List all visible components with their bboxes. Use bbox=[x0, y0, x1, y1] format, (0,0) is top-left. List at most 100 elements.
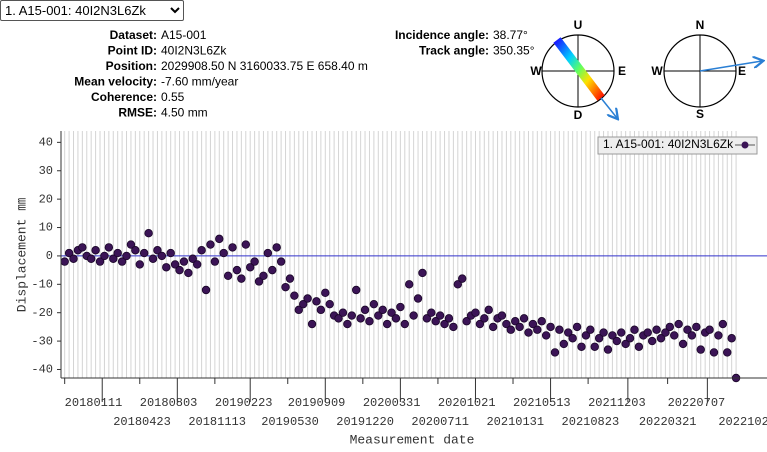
data-point bbox=[427, 308, 436, 317]
compass-label: U bbox=[574, 18, 583, 32]
compass-label: E bbox=[618, 64, 626, 78]
data-point bbox=[170, 260, 180, 269]
point-selector[interactable]: 1. A15-001: 40I2N3L6Zk bbox=[0, 0, 184, 21]
data-point bbox=[502, 319, 511, 329]
data-point bbox=[431, 317, 440, 326]
data-point bbox=[449, 322, 458, 332]
y-tick-label: -10 bbox=[31, 277, 53, 291]
data-point bbox=[647, 336, 657, 346]
y-tick-label: -30 bbox=[31, 334, 53, 348]
data-point bbox=[206, 240, 215, 249]
x-tick-label: 20180803 bbox=[140, 396, 198, 410]
data-point bbox=[356, 314, 365, 323]
data-point bbox=[581, 331, 591, 340]
data-point bbox=[179, 257, 189, 266]
info-value: 40I2N3L6Zk bbox=[161, 44, 227, 58]
data-point bbox=[338, 308, 348, 317]
los-gradient bbox=[553, 37, 605, 101]
data-point bbox=[599, 328, 608, 337]
compass-label: D bbox=[574, 108, 583, 122]
data-point bbox=[378, 305, 387, 315]
data-point bbox=[276, 257, 286, 266]
data-point bbox=[78, 243, 87, 252]
data-point bbox=[541, 331, 551, 340]
data-point bbox=[674, 319, 683, 329]
data-point bbox=[396, 302, 405, 312]
x-tick-label: 20200331 bbox=[363, 396, 421, 410]
y-tick-label: 0 bbox=[46, 249, 53, 263]
x-tick-label: 20210823 bbox=[562, 415, 620, 429]
data-point bbox=[634, 342, 644, 351]
angle-value: 350.35° bbox=[493, 44, 535, 58]
data-point bbox=[157, 251, 167, 261]
angle-label: Incidence angle: bbox=[395, 28, 489, 42]
data-point bbox=[506, 325, 516, 334]
data-point bbox=[603, 345, 613, 354]
data-point bbox=[435, 311, 445, 320]
compass-label: S bbox=[696, 107, 704, 121]
data-point bbox=[617, 328, 626, 337]
data-point bbox=[352, 285, 361, 295]
data-point bbox=[480, 314, 489, 323]
data-point bbox=[148, 254, 158, 263]
data-point bbox=[709, 348, 719, 357]
data-point bbox=[113, 248, 122, 258]
data-point bbox=[524, 328, 533, 337]
data-point bbox=[232, 265, 242, 275]
data-point bbox=[612, 336, 622, 346]
data-point bbox=[387, 308, 396, 317]
los-arrow bbox=[600, 97, 617, 118]
x-tick-label: 20180111 bbox=[65, 396, 123, 410]
data-point bbox=[294, 305, 303, 315]
data-point bbox=[95, 257, 105, 266]
data-point bbox=[511, 317, 520, 326]
data-point bbox=[303, 294, 312, 303]
data-point bbox=[100, 251, 109, 261]
data-point bbox=[343, 319, 352, 329]
data-point bbox=[290, 291, 299, 300]
x-tick-label: 20190223 bbox=[215, 396, 273, 410]
data-point bbox=[400, 319, 409, 329]
data-point bbox=[316, 305, 326, 315]
data-point bbox=[325, 299, 334, 309]
data-point bbox=[621, 339, 630, 349]
data-point bbox=[69, 254, 78, 263]
data-point bbox=[91, 246, 100, 255]
data-point bbox=[519, 314, 529, 323]
data-point bbox=[577, 342, 586, 351]
data-point bbox=[250, 257, 259, 266]
data-point bbox=[670, 331, 679, 340]
data-point bbox=[723, 348, 732, 357]
data-point bbox=[692, 322, 701, 332]
data-point bbox=[696, 345, 705, 354]
geo-compass: N E S W bbox=[651, 18, 762, 121]
data-point bbox=[268, 265, 277, 275]
info-value: -7.60 mm/year bbox=[161, 75, 238, 89]
data-point bbox=[488, 322, 498, 332]
data-point bbox=[285, 274, 295, 283]
data-point bbox=[444, 314, 454, 323]
data-point bbox=[219, 248, 228, 258]
data-point bbox=[210, 257, 220, 266]
track-arrow bbox=[699, 61, 762, 72]
y-tick-label: 20 bbox=[39, 192, 53, 206]
x-tick-label: 20181113 bbox=[188, 415, 246, 429]
data-point bbox=[559, 339, 569, 349]
data-point bbox=[347, 311, 356, 320]
data-point bbox=[162, 263, 171, 272]
data-point bbox=[299, 299, 308, 309]
x-tick-label: 20190530 bbox=[261, 415, 319, 429]
data-point bbox=[665, 322, 675, 332]
info-value: 4.50 mm bbox=[161, 106, 208, 120]
data-point bbox=[86, 254, 96, 263]
x-tick-label: 20200711 bbox=[411, 415, 469, 429]
data-point bbox=[550, 348, 560, 357]
compass-label: N bbox=[696, 18, 705, 32]
x-tick-label: 20190909 bbox=[288, 396, 346, 410]
data-point bbox=[590, 342, 599, 351]
info-label: Coherence: bbox=[91, 90, 157, 104]
x-tick-label: 20180423 bbox=[113, 415, 171, 429]
data-point bbox=[166, 248, 175, 258]
data-point bbox=[272, 243, 281, 252]
